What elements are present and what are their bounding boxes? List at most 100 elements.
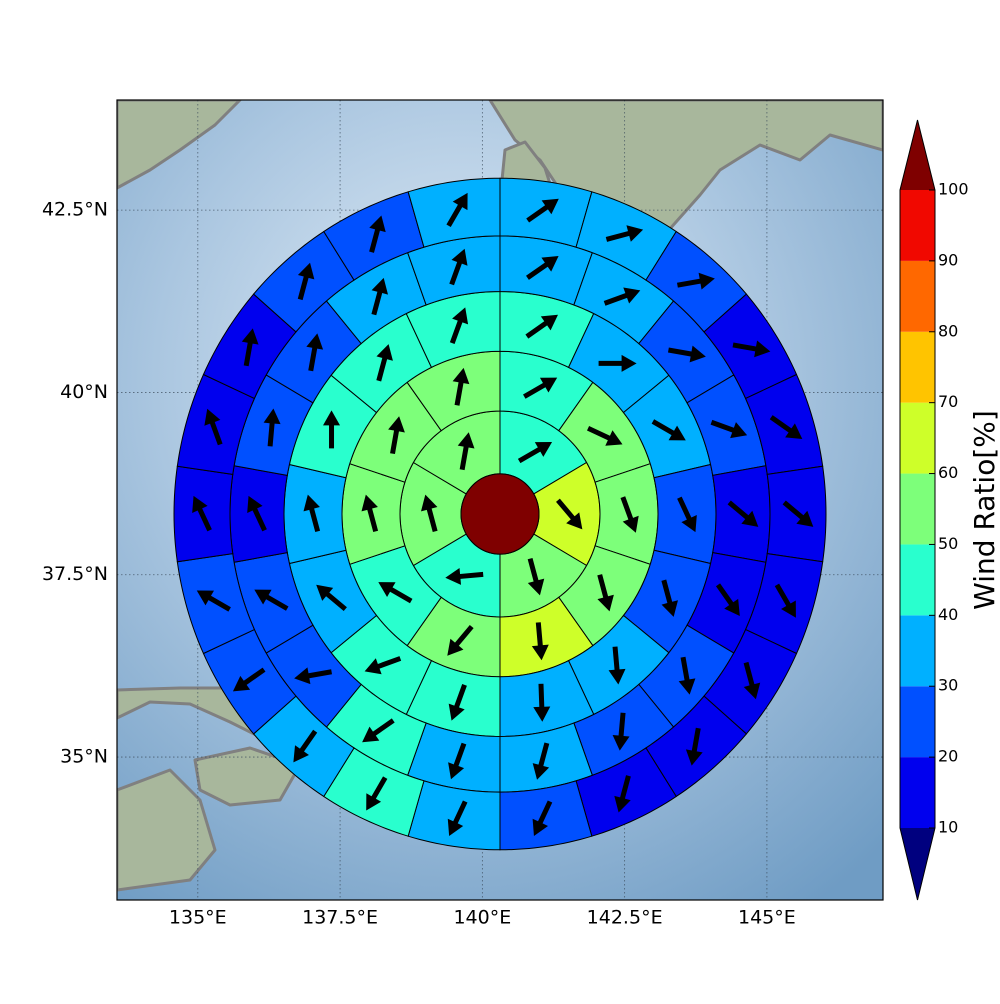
land [117, 100, 242, 190]
wind-arrow [603, 287, 641, 306]
wind-arrow [769, 415, 803, 439]
wind-arrows [192, 192, 814, 836]
wind-arrow [323, 410, 341, 449]
wind-arrow [448, 684, 467, 721]
wind-arrow [293, 729, 318, 763]
colorbar-band [900, 686, 935, 758]
colorbar-over [900, 120, 935, 190]
wind-arrow [527, 557, 545, 596]
x-tick-label: 142.5°E [587, 907, 663, 929]
wind-arrow [774, 583, 796, 618]
colorbar-tick-label: 60 [938, 463, 958, 482]
center-circle [460, 473, 540, 555]
wind-arrow [525, 314, 558, 339]
colorbar-band [900, 544, 935, 616]
colorbar-label: Wind Ratio[%] [968, 410, 1000, 610]
wind-arrow [526, 198, 559, 223]
wind-arrow [685, 727, 703, 766]
wind-arrow [457, 432, 475, 471]
wind-arrow [306, 333, 324, 372]
wind-arrow [449, 248, 468, 286]
x-tick-label: 140°E [453, 907, 511, 929]
colorbar-tick-label: 80 [938, 321, 958, 340]
wind-arrow [710, 419, 748, 439]
wind-arrow [192, 495, 212, 532]
land [117, 768, 217, 892]
wind-arrow [556, 498, 583, 530]
colorbar-tick-label: 90 [938, 250, 958, 269]
wind-arrow [743, 661, 761, 700]
wind-arrow [526, 256, 559, 280]
x-tick-label: 145°E [738, 907, 796, 929]
wind-arrow [661, 579, 678, 617]
wind-arrow [533, 683, 551, 722]
wind-arrow [532, 800, 553, 836]
wind-arrow [294, 667, 333, 685]
colorbar-tick-label: 10 [938, 818, 958, 837]
colorbar-band [900, 402, 935, 474]
wind-arrow [678, 656, 696, 695]
wind-arrow [232, 667, 266, 692]
sectors [173, 177, 827, 851]
wind-arrow [263, 408, 281, 447]
colorbar-tick-label: 100 [938, 180, 969, 199]
wind-arrow [376, 344, 393, 382]
wind-arrow [388, 416, 405, 455]
colorbar-band [900, 473, 935, 545]
wind-arrow [371, 277, 389, 316]
y-tick-label: 40°N [60, 381, 108, 403]
wind-arrow [446, 192, 468, 228]
wind-arrow [608, 646, 626, 685]
wind-arrow [204, 408, 223, 446]
wind-arrow [297, 262, 315, 301]
wind-arrow [676, 272, 715, 290]
colorbar-tick-label: 40 [938, 605, 958, 624]
wind-arrow [447, 624, 474, 656]
wind-arrow [241, 328, 259, 367]
wind-arrow [445, 567, 484, 585]
colorbar-band [900, 260, 935, 332]
wind-arrow [667, 345, 706, 363]
y-tick-label: 35°N [60, 746, 108, 768]
wind-arrow [303, 494, 321, 533]
colorbar-tick-label: 30 [938, 676, 958, 695]
wind-arrow [612, 712, 630, 751]
wind-arrow [620, 496, 639, 533]
wind-arrow [254, 589, 289, 611]
land [193, 746, 302, 807]
colorbar-band [900, 757, 935, 828]
x-tick-label: 135°E [169, 907, 227, 929]
wind-arrow [196, 590, 231, 612]
colorbar-band [900, 615, 935, 687]
wind-arrow [449, 307, 469, 344]
wind-arrow [715, 583, 740, 616]
wind-arrow [531, 622, 549, 661]
wind-arrow [782, 500, 814, 527]
wind-arrow [452, 367, 470, 406]
axis-labels: 135°E 137.5°E 140°E 142.5°E 145°E 35°N 37.5°N 4… [42, 199, 796, 929]
colorbar-tick-label: 20 [938, 747, 958, 766]
wind-arrow [732, 340, 771, 358]
wind-arrow [605, 225, 644, 242]
wind-arrow [316, 584, 347, 612]
wind-arrow [532, 742, 550, 780]
wind-arrow [517, 442, 553, 464]
wind-arrow [361, 494, 379, 533]
wind-arrow [364, 656, 402, 675]
wind-arrow [523, 377, 558, 399]
wind-arrow [378, 582, 413, 604]
wind-arrow [420, 494, 438, 533]
wind-arrow [447, 800, 468, 836]
wind-arrow [651, 419, 686, 441]
wind-arrow [586, 426, 623, 446]
colorbar-tick-label: 70 [938, 392, 958, 411]
wind-arrow [598, 354, 637, 372]
wind-arrow [366, 776, 388, 811]
colorbar-tick-label: 50 [938, 534, 958, 553]
wind-arrow [362, 718, 395, 743]
wind-arrow [448, 742, 467, 780]
y-tick-label: 37.5°N [42, 563, 108, 585]
wind-arrow [727, 500, 759, 527]
wind-arrow [597, 574, 614, 612]
